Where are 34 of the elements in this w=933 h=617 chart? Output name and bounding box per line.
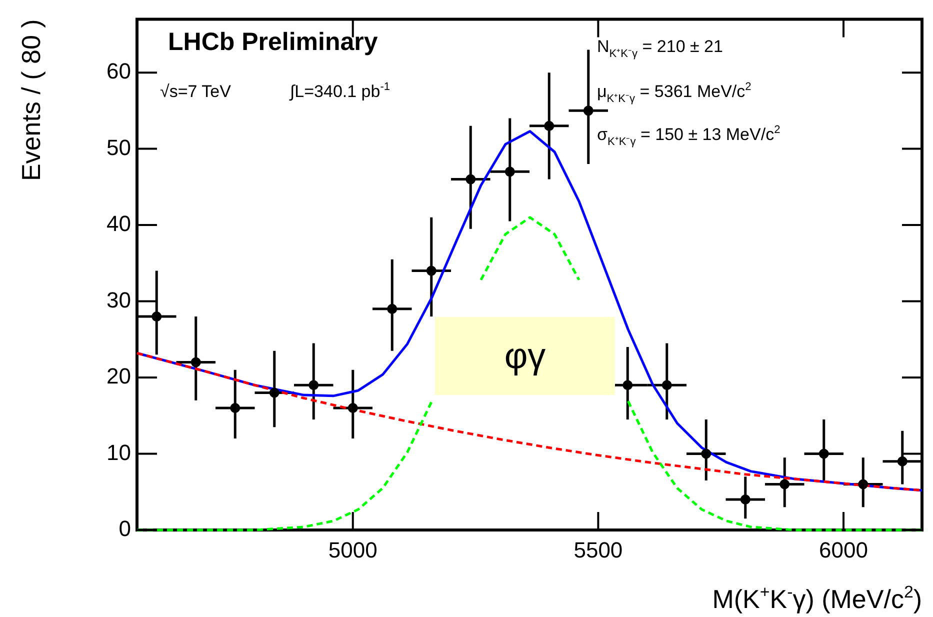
point <box>348 403 358 414</box>
point <box>583 106 594 116</box>
point <box>740 494 750 505</box>
note-box: φγ <box>435 317 615 395</box>
point <box>504 166 515 177</box>
annotation: LHCb Preliminary <box>168 28 378 56</box>
point <box>387 304 398 314</box>
y-axis-title: Events / ( 80 ) <box>16 19 46 182</box>
y-tick-label: 50 <box>106 134 131 160</box>
point <box>622 380 633 390</box>
point <box>308 380 319 390</box>
annotation: √s=7 TeV <box>160 82 232 101</box>
y-tick-label: 20 <box>106 364 131 389</box>
y-tick-label: 60 <box>106 58 131 84</box>
point <box>269 388 280 398</box>
point <box>544 120 554 131</box>
point <box>897 456 908 466</box>
point <box>230 403 240 414</box>
y-tick-label: 0 <box>118 516 131 542</box>
y-tick-label: 40 <box>106 211 131 236</box>
x-tick-label: 6000 <box>819 537 868 562</box>
point <box>780 479 790 490</box>
y-tick-label: 10 <box>106 440 131 465</box>
point <box>662 380 672 390</box>
point <box>426 266 436 276</box>
point <box>818 448 829 459</box>
point <box>466 174 476 184</box>
x-tick-label: 5500 <box>574 537 623 562</box>
point <box>152 312 162 322</box>
point <box>858 479 868 490</box>
point <box>190 357 201 368</box>
point <box>701 448 712 459</box>
y-tick-label: 30 <box>106 287 131 312</box>
x-tick-label: 5000 <box>328 537 378 562</box>
